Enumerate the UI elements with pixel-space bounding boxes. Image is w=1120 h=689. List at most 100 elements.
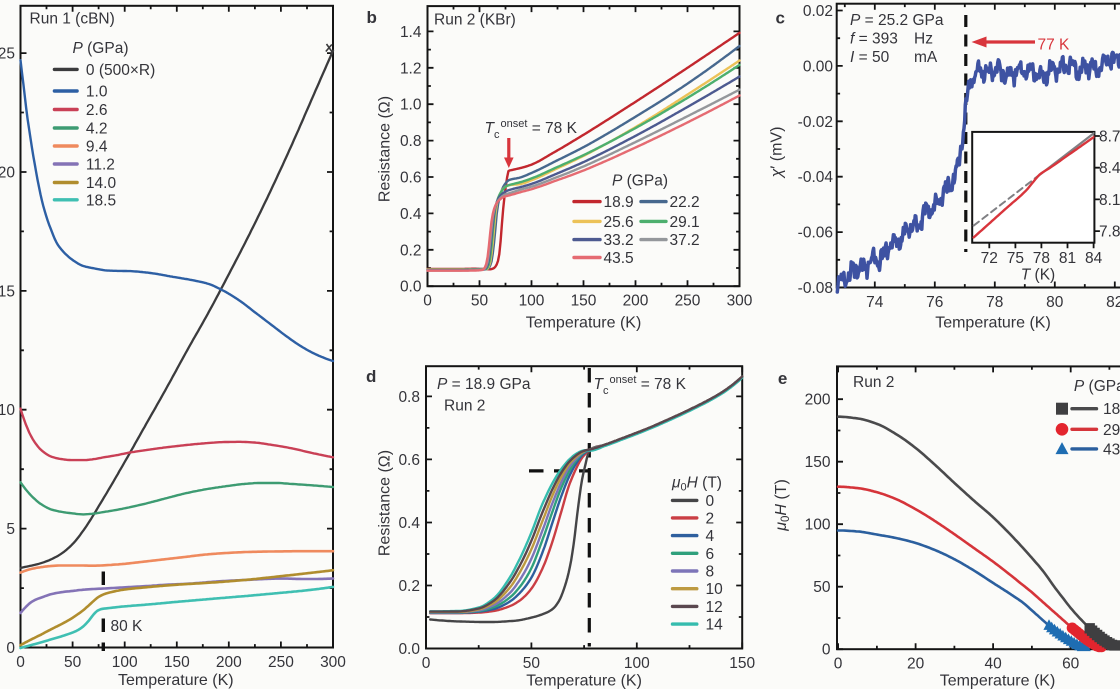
svg-text:Temperature (K): Temperature (K) bbox=[118, 672, 234, 689]
svg-text:150: 150 bbox=[571, 293, 597, 310]
svg-text:Temperature (K): Temperature (K) bbox=[940, 673, 1056, 689]
svg-text:150: 150 bbox=[729, 655, 755, 672]
svg-text:c: c bbox=[776, 9, 785, 28]
svg-text:300: 300 bbox=[727, 293, 753, 310]
svg-text:8.4: 8.4 bbox=[1099, 160, 1120, 177]
svg-text:40: 40 bbox=[984, 656, 1002, 673]
svg-text:84: 84 bbox=[1085, 250, 1103, 267]
svg-text:29.1: 29.1 bbox=[670, 214, 700, 231]
svg-text:50: 50 bbox=[64, 654, 82, 671]
svg-text:150: 150 bbox=[164, 654, 190, 671]
svg-text:10: 10 bbox=[706, 581, 724, 598]
svg-text:43.5: 43.5 bbox=[604, 250, 634, 267]
svg-text:200: 200 bbox=[623, 293, 649, 310]
svg-text:12: 12 bbox=[706, 599, 723, 616]
svg-text:78: 78 bbox=[986, 294, 1003, 311]
svg-text:0: 0 bbox=[16, 654, 25, 671]
svg-text:25.6: 25.6 bbox=[604, 214, 634, 231]
svg-text:18.5: 18.5 bbox=[86, 192, 116, 209]
svg-text:8.1: 8.1 bbox=[1099, 192, 1120, 209]
svg-text:18.9: 18.9 bbox=[1103, 401, 1120, 418]
svg-text:Temperature (K): Temperature (K) bbox=[526, 673, 642, 689]
svg-text:Tconset = 78 K: Tconset = 78 K bbox=[485, 118, 578, 141]
svg-text:100: 100 bbox=[519, 293, 545, 310]
svg-text:Hz: Hz bbox=[914, 31, 933, 48]
svg-text:72: 72 bbox=[981, 250, 998, 267]
svg-text:0.4: 0.4 bbox=[400, 206, 422, 223]
svg-text:1.0: 1.0 bbox=[400, 97, 422, 114]
svg-text:0.6: 0.6 bbox=[400, 170, 422, 187]
svg-text:μ0H (T): μ0H (T) bbox=[671, 475, 722, 494]
svg-text:Resistance (Ω): Resistance (Ω) bbox=[377, 96, 394, 202]
svg-text:100: 100 bbox=[112, 654, 138, 671]
svg-text:Run 1 (cBN): Run 1 (cBN) bbox=[30, 11, 115, 28]
svg-text:78: 78 bbox=[1033, 250, 1050, 267]
svg-text:-0.08: -0.08 bbox=[798, 280, 833, 297]
svg-text:-0.02: -0.02 bbox=[798, 114, 833, 131]
svg-text:4.2: 4.2 bbox=[86, 121, 108, 138]
svg-text:0.8: 0.8 bbox=[400, 133, 422, 150]
svg-text:Temperature (K): Temperature (K) bbox=[935, 315, 1051, 332]
svg-text:82: 82 bbox=[1106, 294, 1120, 311]
svg-text:74: 74 bbox=[866, 294, 884, 311]
svg-text:μ0H (T): μ0H (T) bbox=[773, 479, 792, 532]
svg-text:χ′ (mV): χ′ (mV) bbox=[769, 127, 786, 180]
svg-text:7.8: 7.8 bbox=[1099, 224, 1120, 241]
svg-text:250: 250 bbox=[675, 293, 701, 310]
svg-text:0: 0 bbox=[423, 293, 432, 310]
svg-text:18.9: 18.9 bbox=[604, 194, 634, 211]
svg-text:-0.04: -0.04 bbox=[798, 169, 834, 186]
svg-text:0: 0 bbox=[834, 656, 843, 673]
svg-text:0: 0 bbox=[6, 640, 15, 657]
svg-text:2: 2 bbox=[706, 510, 715, 527]
svg-text:0.4: 0.4 bbox=[398, 515, 420, 532]
svg-text:77 K: 77 K bbox=[1038, 37, 1071, 54]
svg-text:100: 100 bbox=[624, 655, 650, 672]
svg-text:4: 4 bbox=[706, 528, 715, 545]
svg-text:0.0: 0.0 bbox=[400, 279, 422, 296]
svg-text:76: 76 bbox=[926, 294, 943, 311]
svg-text:60: 60 bbox=[1062, 656, 1080, 673]
svg-text:14.0: 14.0 bbox=[86, 175, 117, 192]
svg-text:50: 50 bbox=[523, 655, 541, 672]
svg-text:200: 200 bbox=[216, 654, 242, 671]
svg-text:Tconset = 78 K: Tconset = 78 K bbox=[594, 374, 687, 397]
svg-text:0.2: 0.2 bbox=[398, 578, 420, 595]
svg-text:6: 6 bbox=[706, 546, 715, 563]
svg-text:250: 250 bbox=[268, 654, 294, 671]
svg-text:I = 50: I = 50 bbox=[850, 49, 890, 66]
svg-text:80 K: 80 K bbox=[111, 618, 144, 635]
svg-text:Resistance (Ω): Resistance (Ω) bbox=[377, 450, 394, 556]
svg-text:150: 150 bbox=[805, 454, 831, 471]
svg-text:80: 80 bbox=[1046, 294, 1064, 311]
svg-text:9.4: 9.4 bbox=[86, 139, 108, 156]
svg-text:8: 8 bbox=[706, 564, 715, 581]
svg-text:1.2: 1.2 bbox=[400, 60, 422, 77]
svg-text:10: 10 bbox=[0, 402, 15, 419]
svg-text:b: b bbox=[367, 8, 377, 27]
svg-text:50: 50 bbox=[471, 293, 489, 310]
svg-text:0.8: 0.8 bbox=[398, 389, 420, 406]
svg-text:25: 25 bbox=[0, 46, 15, 63]
svg-text:300: 300 bbox=[320, 654, 346, 671]
svg-text:8.7: 8.7 bbox=[1099, 129, 1120, 146]
svg-text:0 (500×R): 0 (500×R) bbox=[86, 62, 155, 79]
svg-text:0.00: 0.00 bbox=[803, 58, 834, 75]
svg-text:11.2: 11.2 bbox=[86, 157, 115, 174]
svg-text:0: 0 bbox=[706, 493, 715, 510]
svg-text:15: 15 bbox=[0, 283, 15, 300]
svg-text:d: d bbox=[366, 367, 376, 386]
svg-text:0.6: 0.6 bbox=[398, 452, 420, 469]
svg-text:Run 2 (KBr): Run 2 (KBr) bbox=[434, 12, 516, 29]
svg-text:1.4: 1.4 bbox=[400, 24, 422, 41]
svg-text:P (GPa): P (GPa) bbox=[1074, 378, 1120, 395]
svg-text:29.1: 29.1 bbox=[1103, 422, 1120, 439]
svg-text:P = 25.2 GPa: P = 25.2 GPa bbox=[850, 12, 944, 29]
svg-text:0.0: 0.0 bbox=[398, 641, 420, 658]
svg-text:P = 18.9 GPa: P = 18.9 GPa bbox=[437, 376, 531, 393]
svg-text:0.2: 0.2 bbox=[400, 242, 422, 259]
svg-text:33.2: 33.2 bbox=[604, 232, 634, 249]
svg-text:mA: mA bbox=[914, 49, 938, 66]
svg-text:e: e bbox=[778, 369, 787, 388]
svg-text:37.2: 37.2 bbox=[670, 232, 700, 249]
